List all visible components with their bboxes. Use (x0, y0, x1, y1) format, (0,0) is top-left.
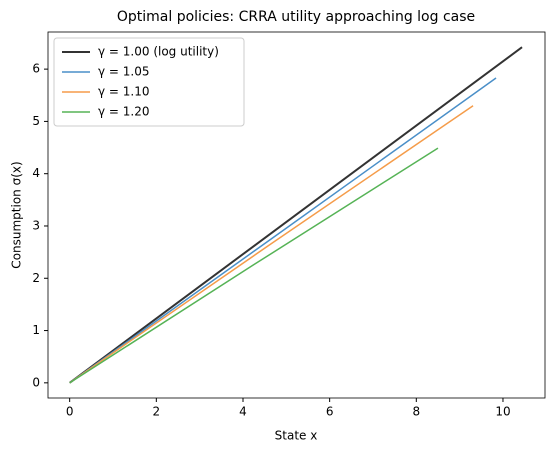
y-tick-label: 3 (32, 218, 40, 232)
series-line (69, 77, 497, 384)
series-line (69, 147, 439, 384)
y-axis-label: Consumption σ(x) (10, 161, 24, 268)
y-tick-label: 0 (32, 375, 40, 389)
plot-frame (47, 31, 546, 399)
legend-label: γ = 1.05 (98, 65, 150, 79)
x-tick-label: 10 (495, 405, 510, 419)
y-tick-label: 4 (32, 166, 40, 180)
y-tick-label: 5 (32, 114, 40, 128)
y-tick-label: 2 (32, 271, 40, 285)
series-line (69, 46, 523, 384)
legend-box (53, 37, 245, 127)
x-tick-label: 0 (66, 405, 74, 419)
chart-title: Optimal policies: CRRA utility approachi… (117, 9, 475, 25)
y-tick-label: 6 (32, 62, 40, 76)
y-tick-label: 1 (32, 323, 40, 337)
legend-label: γ = 1.10 (98, 85, 150, 99)
series-line (69, 105, 474, 384)
x-tick-label: 4 (239, 405, 247, 419)
x-tick-label: 2 (153, 405, 161, 419)
x-tick-label: 8 (412, 405, 420, 419)
x-tick-label: 6 (326, 405, 334, 419)
x-axis-label: State x (275, 429, 318, 443)
legend-label: γ = 1.00 (log utility) (98, 45, 219, 59)
legend-label: γ = 1.20 (98, 105, 150, 119)
